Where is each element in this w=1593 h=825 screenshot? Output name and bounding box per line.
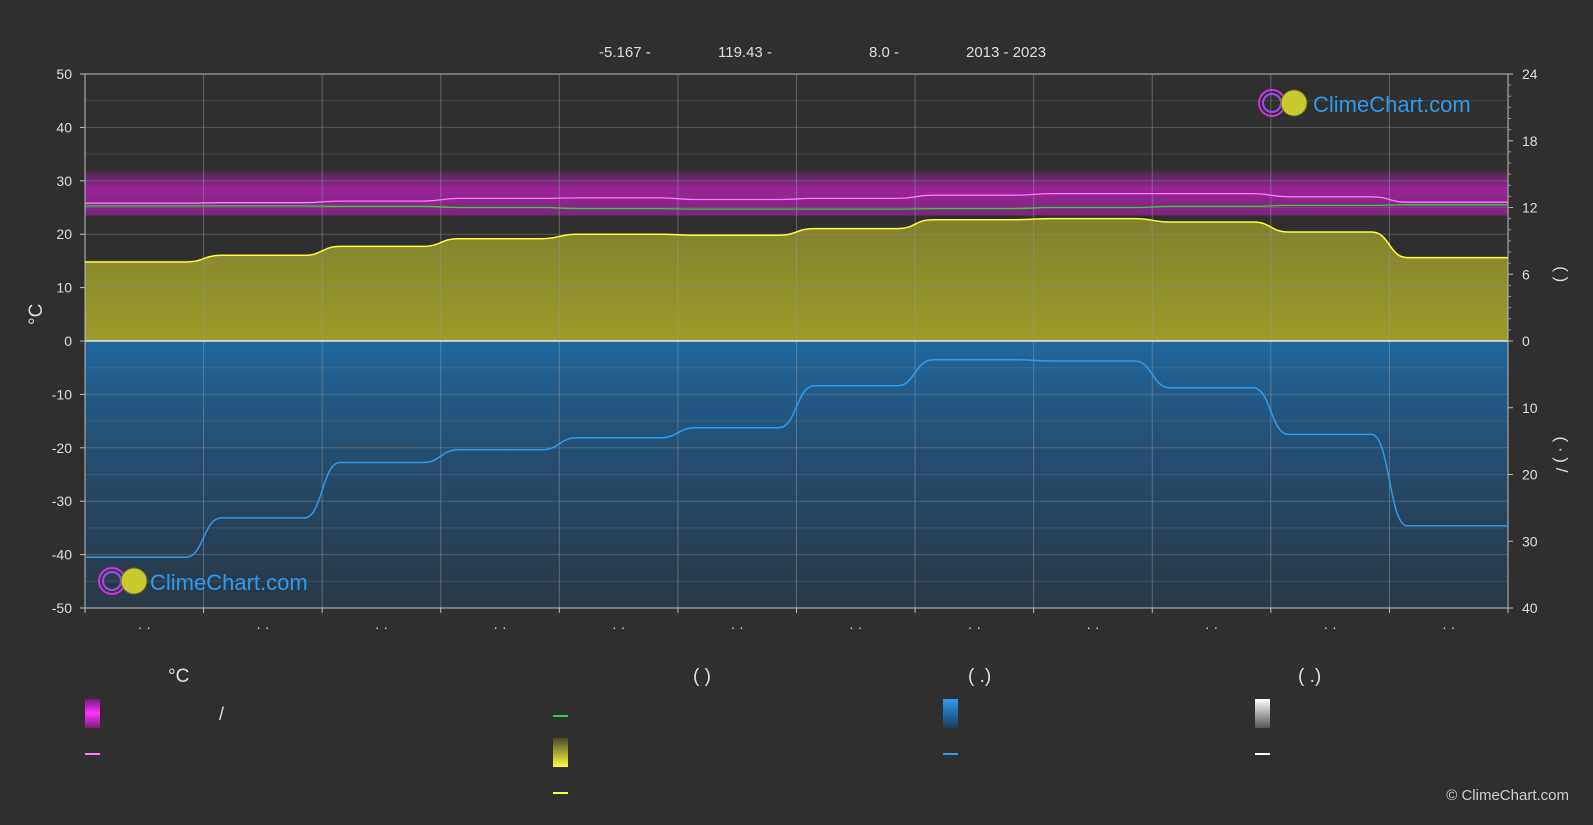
brand-name-bottom: ClimeChart.com [150,570,308,595]
y-left-tick-label: -20 [52,440,72,456]
sunshine-line [85,217,1508,263]
y-right-top-axis-title: ( ) [1552,266,1571,282]
y-right-sun-tick-label: 6 [1522,266,1530,282]
y-right-bottom-axis-title: ( · ) / [1552,437,1571,473]
legend-temp-range-swatch [85,699,100,728]
legend-precip-heading: ( .) [968,666,992,687]
x-tick-label: · · [256,619,269,635]
y-right-precip-tick-label: 20 [1522,467,1538,483]
x-tick-label: · · [1086,619,1099,635]
brand-logo-top [1258,89,1308,117]
y-left-tick-label: 40 [56,119,72,135]
y-left-tick-label: 30 [56,173,72,189]
legend-mean-temp-line [553,715,568,717]
legend-snow-swatch [1255,699,1270,728]
y-right-sun-tick-label: 24 [1522,66,1538,82]
x-tick-label: · · [1205,619,1218,635]
x-tick-label: · · [138,619,151,635]
header-longitude: 119.43 - [718,44,772,61]
header-elevation: 8.0 - [869,44,900,61]
header-latitude: -5.167 - [599,44,651,61]
mean-temp-line [85,204,1508,210]
y-right-precip-tick-label: 40 [1522,600,1538,616]
x-tick-label: · · [731,619,744,635]
header-years: 2013 - 2023 [966,44,1047,61]
y-left-tick-label: -10 [52,386,72,402]
y-left-tick-label: 10 [56,280,72,296]
y-left-tick-label: 50 [56,66,72,82]
x-tick-label: · · [612,619,625,635]
x-tick-label: · · [968,619,981,635]
legend-sunshine-swatch [553,738,568,767]
legend-temp-slash: / [219,704,225,724]
legend-snow-heading: ( .) [1298,666,1322,687]
y-left-tick-label: 20 [56,226,72,242]
x-tick-label: · · [1442,619,1455,635]
legend-sun-heading: ( ) [693,666,711,687]
brand-logo-bottom [98,567,148,595]
legend-sunshine-line [553,792,568,794]
max-temp-line [85,192,1508,204]
legend-snow-line [1255,753,1270,755]
x-tick-label: · · [493,619,506,635]
climate-chart: 50 40 30 20 10 0 -10 -20 -30 -40 -50 24 18 12 6 0 10 20 30… [26,66,1571,635]
legend-precip-swatch [943,699,958,728]
x-tick-label: · · [1324,619,1337,635]
legend-precip-line [943,753,958,755]
y-left-tick-label: -40 [52,547,72,563]
y-right-sun-tick-label: 0 [1522,333,1530,349]
y-left-tick-label: -50 [52,600,72,616]
y-right-sun-tick-label: 12 [1522,200,1538,216]
brand-name-top: ClimeChart.com [1313,92,1471,117]
y-right-precip-tick-label: 10 [1522,400,1538,416]
y-left-tick-label: 0 [64,333,72,349]
y-right-precip-tick-label: 30 [1522,533,1538,549]
y-right-sun-tick-label: 18 [1522,133,1538,149]
legend-max-temp-line [85,753,100,755]
y-left-axis-title: °C [26,304,47,325]
grid-lines [84,73,1509,609]
x-tick-label: · · [375,619,388,635]
x-tick-label: · · [849,619,862,635]
legend-temp-heading: °C [168,666,190,687]
y-left-tick-label: -30 [52,493,72,509]
copyright: © ClimeChart.com [1446,787,1569,804]
precipitation-line [85,358,1508,559]
